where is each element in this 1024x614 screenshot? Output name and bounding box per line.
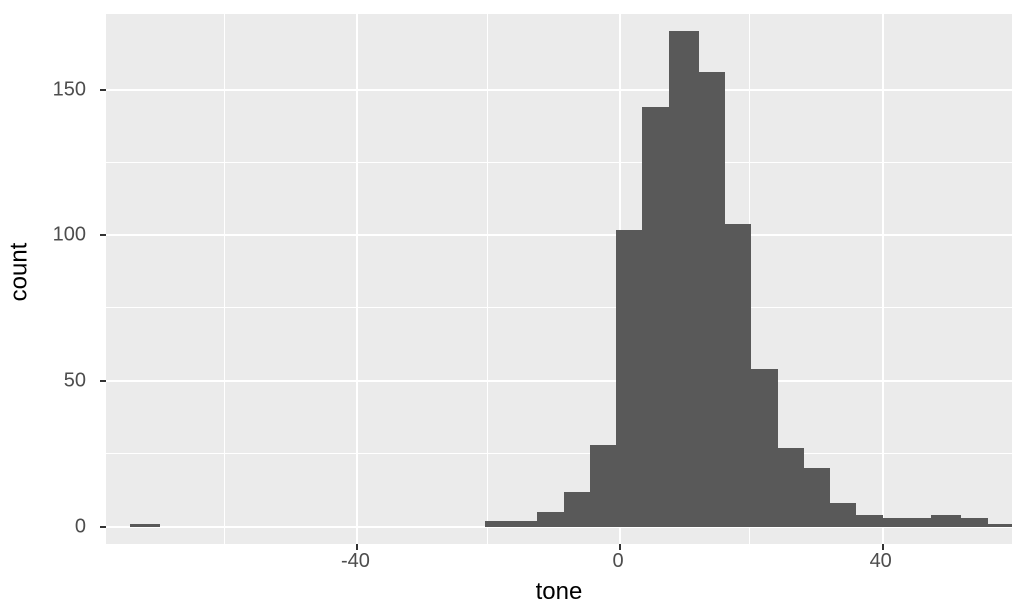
y-axis-label-text: count — [5, 243, 33, 302]
plot-panel — [106, 14, 1012, 544]
y-tick-label: 0 — [75, 515, 86, 538]
x-tick-label: -40 — [341, 550, 370, 573]
y-tick-label: 150 — [53, 78, 86, 101]
y-tick-labels: 0 50 100 150 — [38, 14, 94, 544]
bars-layer — [106, 14, 1012, 544]
y-tick-label: 100 — [53, 224, 86, 247]
histogram-bar — [130, 524, 160, 527]
x-tick-label: 0 — [613, 550, 624, 573]
x-axis-label: tone — [106, 578, 1012, 608]
histogram-bar — [984, 524, 1012, 527]
x-tick-labels: -40 0 40 — [106, 550, 1012, 574]
y-tick-label: 50 — [64, 369, 86, 392]
y-axis-label: count — [4, 0, 34, 544]
x-tick-label: 40 — [870, 550, 892, 573]
histogram-chart: count 0 50 100 150 -40 0 40 tone — [0, 0, 1024, 614]
